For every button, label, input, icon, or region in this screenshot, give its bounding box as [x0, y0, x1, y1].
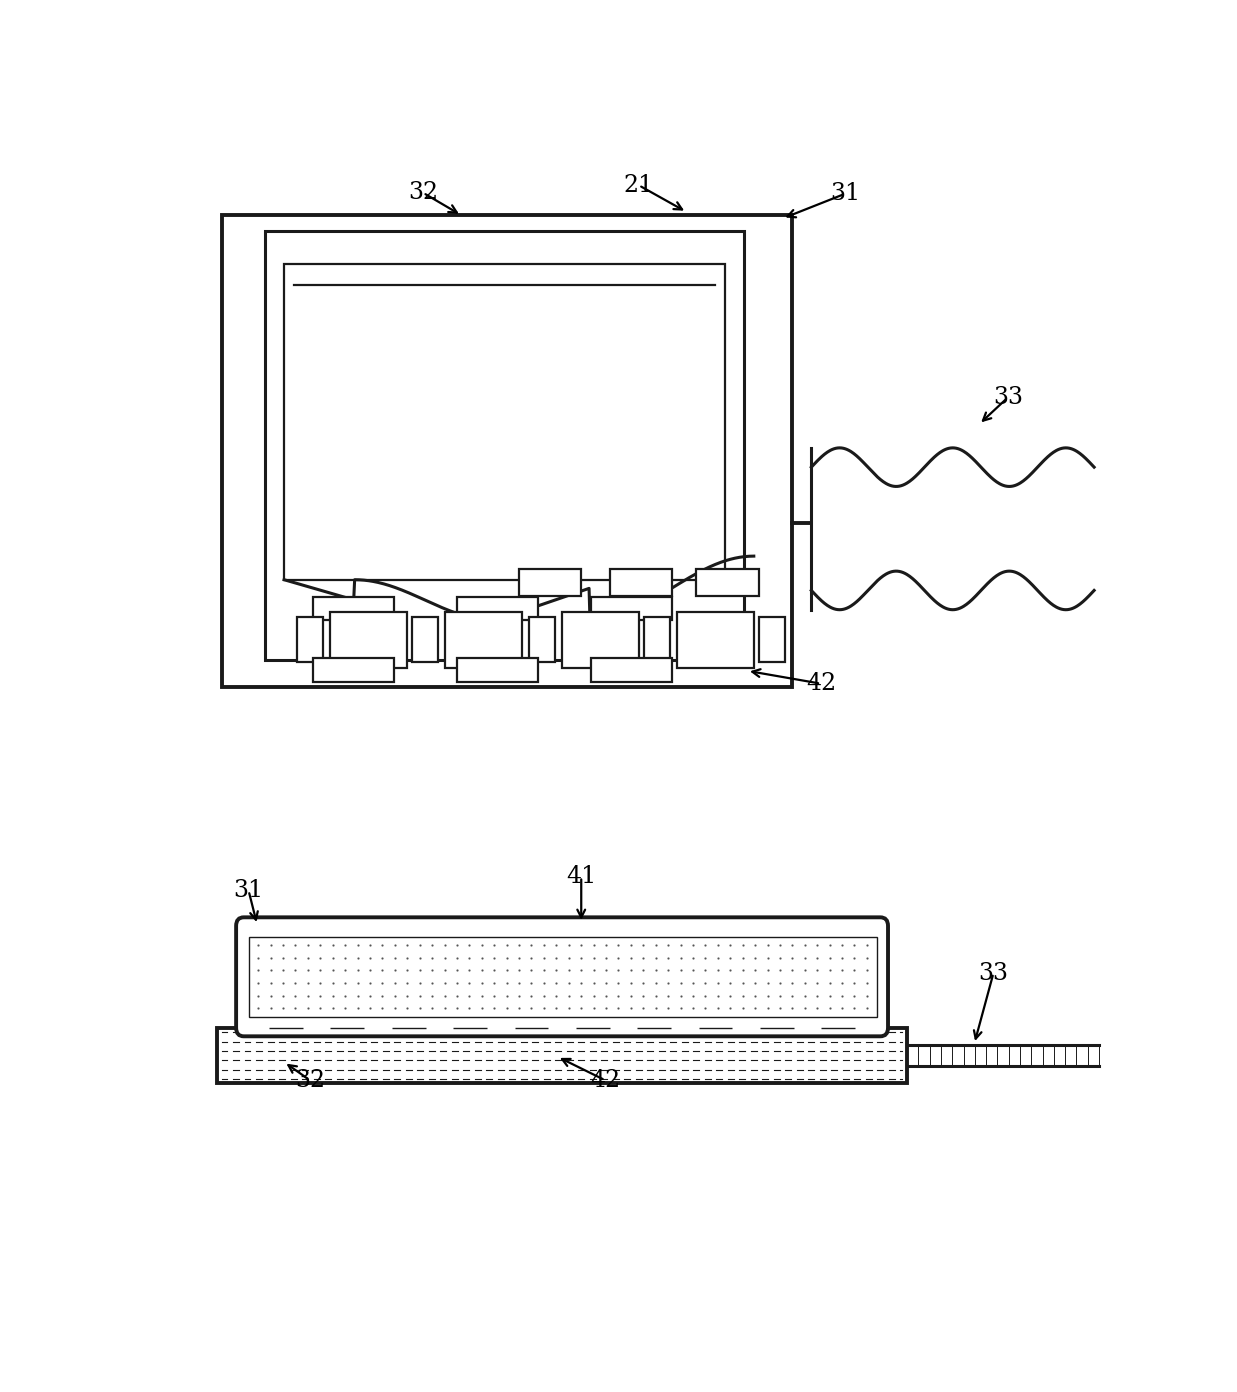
- Bar: [591, 597, 673, 621]
- Text: 31: 31: [830, 182, 860, 206]
- Bar: [758, 617, 785, 663]
- Text: 21: 21: [623, 174, 654, 196]
- Bar: [591, 658, 673, 682]
- Bar: [330, 612, 407, 668]
- Bar: [249, 937, 877, 1018]
- Bar: [456, 658, 538, 682]
- Bar: [528, 617, 555, 663]
- Text: 33: 33: [978, 962, 1008, 984]
- Text: 41: 41: [567, 864, 596, 888]
- Bar: [518, 569, 581, 596]
- Bar: [610, 569, 673, 596]
- Bar: [313, 597, 395, 621]
- Bar: [313, 658, 395, 682]
- Bar: [445, 612, 522, 668]
- Text: 42: 42: [590, 1069, 620, 1091]
- Text: 32: 32: [408, 181, 438, 205]
- Bar: [456, 597, 538, 621]
- Bar: [297, 617, 323, 663]
- Text: 31: 31: [234, 878, 263, 902]
- Text: 33: 33: [993, 386, 1023, 409]
- Bar: [677, 612, 753, 668]
- Bar: [216, 1027, 907, 1083]
- Bar: [643, 617, 670, 663]
- Text: 32: 32: [294, 1069, 325, 1091]
- Text: 42: 42: [805, 672, 836, 695]
- Bar: [285, 263, 725, 579]
- Bar: [221, 216, 792, 686]
- Bar: [696, 569, 758, 596]
- Bar: [562, 612, 638, 668]
- Bar: [412, 617, 438, 663]
- Bar: [265, 231, 745, 660]
- FancyBboxPatch shape: [236, 917, 888, 1036]
